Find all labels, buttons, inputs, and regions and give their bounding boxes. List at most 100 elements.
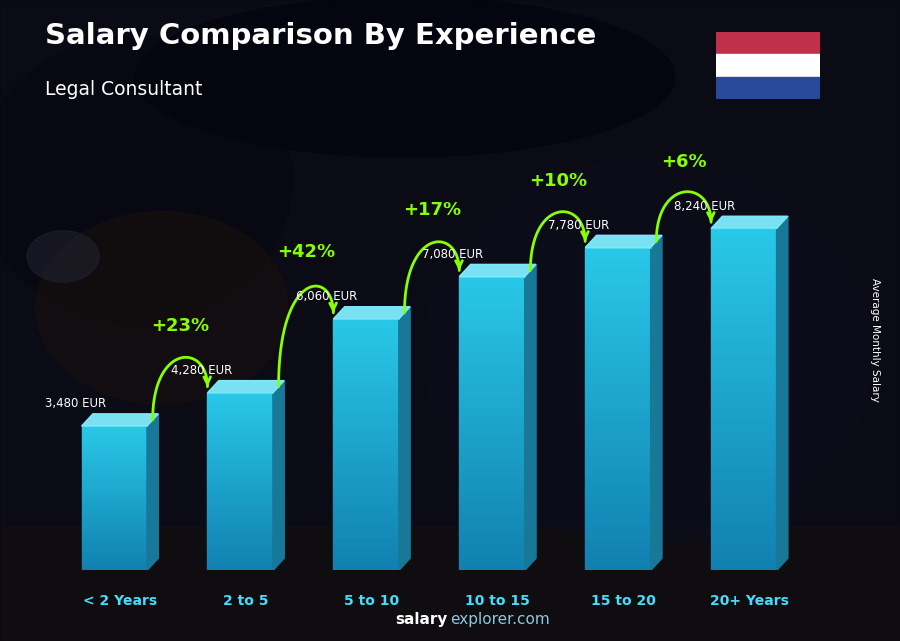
Bar xyxy=(333,457,399,462)
Bar xyxy=(207,402,273,404)
Bar xyxy=(207,428,273,431)
Bar xyxy=(82,568,147,570)
Bar xyxy=(82,537,147,539)
Bar xyxy=(711,434,777,439)
Bar xyxy=(82,428,147,431)
Bar xyxy=(459,306,525,311)
Bar xyxy=(82,527,147,529)
Bar xyxy=(82,565,147,568)
Bar xyxy=(82,455,147,457)
Bar xyxy=(207,393,273,395)
Bar xyxy=(333,541,399,545)
Bar xyxy=(585,512,651,517)
Text: 7,080 EUR: 7,080 EUR xyxy=(422,248,483,261)
Bar xyxy=(82,450,147,453)
Bar xyxy=(333,562,399,566)
Bar xyxy=(585,458,651,463)
Bar xyxy=(207,443,273,446)
Bar xyxy=(585,398,651,404)
Bar xyxy=(333,390,399,394)
Bar xyxy=(333,554,399,558)
Bar xyxy=(207,485,273,488)
Bar xyxy=(207,512,273,514)
Bar xyxy=(711,485,777,490)
Bar xyxy=(585,328,651,334)
Bar xyxy=(459,320,525,326)
Bar xyxy=(711,559,777,565)
Bar xyxy=(585,355,651,360)
Bar xyxy=(82,529,147,532)
Text: 2 to 5: 2 to 5 xyxy=(223,594,268,608)
Bar xyxy=(82,469,147,472)
Text: 4,280 EUR: 4,280 EUR xyxy=(170,364,232,377)
Bar xyxy=(333,399,399,403)
Bar xyxy=(459,370,525,374)
Bar xyxy=(459,311,525,316)
Bar xyxy=(207,417,273,419)
Bar xyxy=(333,378,399,382)
Bar xyxy=(459,492,525,497)
Bar xyxy=(585,247,651,253)
Bar xyxy=(585,565,651,570)
Polygon shape xyxy=(207,381,284,393)
Bar xyxy=(459,522,525,526)
Bar xyxy=(82,431,147,433)
Bar xyxy=(711,428,777,434)
Bar xyxy=(82,546,147,549)
Bar xyxy=(585,506,651,512)
Bar xyxy=(711,269,777,274)
Bar xyxy=(82,453,147,455)
Bar xyxy=(585,307,651,312)
Bar xyxy=(459,526,525,531)
Bar xyxy=(333,537,399,541)
Bar xyxy=(333,499,399,503)
Bar xyxy=(82,539,147,542)
Bar xyxy=(459,374,525,379)
Bar xyxy=(82,433,147,436)
Bar xyxy=(585,517,651,522)
Text: +10%: +10% xyxy=(528,172,587,190)
Bar xyxy=(333,365,399,369)
Bar xyxy=(207,434,273,437)
Bar xyxy=(459,472,525,478)
Bar xyxy=(82,508,147,510)
Bar xyxy=(333,558,399,562)
Bar xyxy=(207,399,273,402)
Bar xyxy=(0,526,900,641)
Bar xyxy=(459,385,525,389)
Bar xyxy=(711,519,777,525)
Bar xyxy=(585,452,651,458)
Bar xyxy=(207,565,273,567)
Bar xyxy=(82,474,147,477)
Polygon shape xyxy=(651,235,662,570)
Bar xyxy=(207,470,273,473)
Bar xyxy=(459,394,525,399)
Bar xyxy=(333,424,399,428)
Bar xyxy=(207,559,273,562)
Bar xyxy=(585,549,651,554)
Bar xyxy=(82,488,147,491)
Bar xyxy=(82,440,147,443)
Polygon shape xyxy=(711,216,788,228)
Bar xyxy=(333,483,399,487)
Bar xyxy=(459,379,525,385)
Bar xyxy=(82,491,147,494)
Text: 10 to 15: 10 to 15 xyxy=(465,594,530,608)
Bar xyxy=(82,561,147,563)
Text: < 2 Years: < 2 Years xyxy=(83,594,157,608)
Bar xyxy=(711,537,777,542)
Bar xyxy=(333,344,399,348)
Bar xyxy=(333,353,399,356)
Bar xyxy=(711,382,777,388)
Bar xyxy=(459,531,525,537)
Bar xyxy=(207,458,273,461)
Bar xyxy=(207,404,273,408)
Text: 6,060 EUR: 6,060 EUR xyxy=(296,290,357,303)
Bar xyxy=(207,514,273,517)
Bar xyxy=(711,371,777,377)
Bar xyxy=(333,328,399,331)
Bar xyxy=(585,280,651,285)
Bar xyxy=(333,340,399,344)
Bar xyxy=(711,308,777,314)
Bar xyxy=(333,520,399,524)
